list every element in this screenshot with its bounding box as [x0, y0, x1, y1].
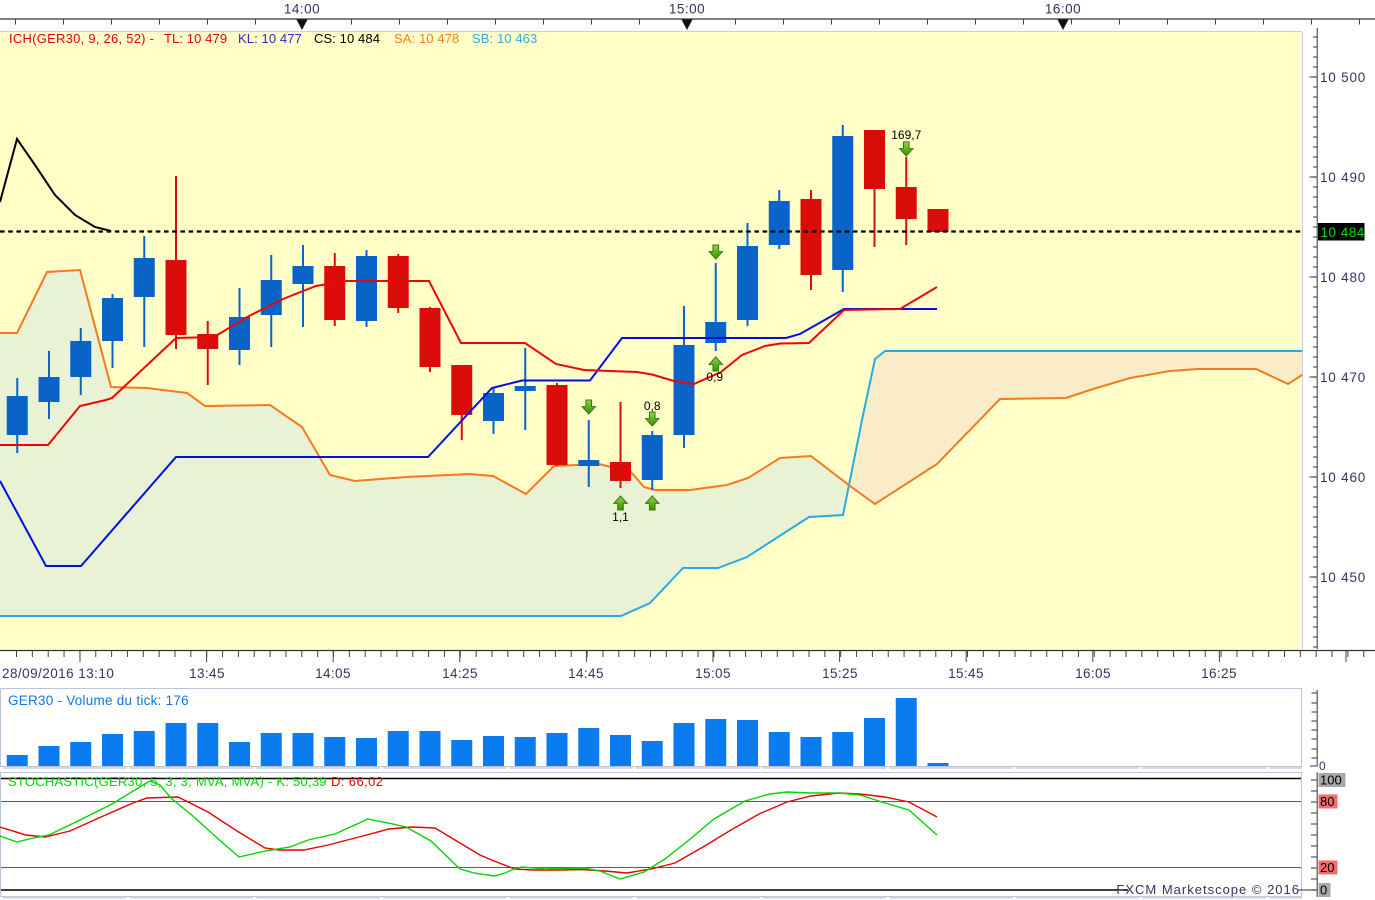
svg-text:10 450: 10 450 [1320, 570, 1366, 585]
svg-text:16:25: 16:25 [1201, 666, 1237, 681]
svg-text:GER30 - Volume du tick: 176: GER30 - Volume du tick: 176 [8, 693, 189, 708]
svg-text:16:05: 16:05 [1075, 666, 1111, 681]
svg-text:1,1: 1,1 [612, 510, 629, 524]
svg-text:10 480: 10 480 [1320, 270, 1366, 285]
svg-text:16:00: 16:00 [1045, 2, 1081, 17]
svg-text:10 460: 10 460 [1320, 470, 1366, 485]
svg-text:100: 100 [1320, 773, 1342, 788]
svg-text:28/09/2016 13:10: 28/09/2016 13:10 [2, 666, 114, 681]
svg-text:15:00: 15:00 [669, 2, 705, 17]
svg-text:13:45: 13:45 [189, 666, 225, 681]
svg-text:10 484: 10 484 [1321, 225, 1365, 240]
svg-text:20: 20 [1320, 860, 1334, 875]
svg-text:14:05: 14:05 [315, 666, 351, 681]
svg-text:80: 80 [1320, 794, 1334, 809]
svg-text:0: 0 [1320, 883, 1327, 898]
svg-text:169,7: 169,7 [891, 128, 921, 142]
svg-text:ICH(GER30, 9, 26, 52) -: ICH(GER30, 9, 26, 52) - [9, 31, 154, 46]
svg-text:D: 66,02: D: 66,02 [331, 774, 383, 789]
svg-text:14:00: 14:00 [284, 2, 320, 17]
svg-text:15:05: 15:05 [695, 666, 731, 681]
svg-text:0,9: 0,9 [706, 370, 723, 384]
svg-text:10 470: 10 470 [1320, 370, 1366, 385]
svg-text:SB: 10 463: SB: 10 463 [472, 31, 537, 46]
svg-text:TL: 10 479: TL: 10 479 [164, 31, 227, 46]
svg-text:15:45: 15:45 [948, 666, 984, 681]
svg-text:0,8: 0,8 [644, 399, 661, 413]
svg-text:14:25: 14:25 [442, 666, 478, 681]
svg-text:SA: 10 478: SA: 10 478 [394, 31, 459, 46]
svg-text:0: 0 [1319, 759, 1326, 773]
svg-text:KL: 10 477: KL: 10 477 [238, 31, 302, 46]
svg-text:15:25: 15:25 [822, 666, 858, 681]
svg-text:14:45: 14:45 [568, 666, 604, 681]
svg-text:10 500: 10 500 [1320, 70, 1366, 85]
svg-text:CS: 10 484: CS: 10 484 [314, 31, 380, 46]
svg-text:FXCM Marketscope © 2016: FXCM Marketscope © 2016 [1116, 882, 1300, 897]
svg-text:10 490: 10 490 [1320, 170, 1366, 185]
svg-text:STOCHASTIC(GER30, 5, 3, 3, MVA: STOCHASTIC(GER30, 5, 3, 3, MVA, MVA) - K… [8, 774, 327, 789]
